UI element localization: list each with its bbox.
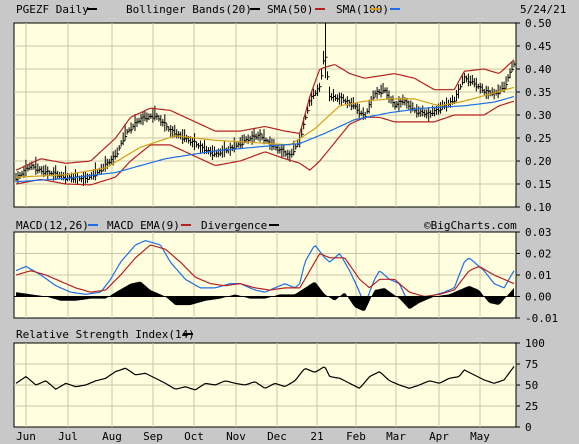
y-tick-label: 0.00 [525,291,552,304]
x-tick-label: Aug [102,430,122,443]
rsi-panel: 100 75 50 25 0 Relative Strength Index(14) [13,328,545,434]
y-tick-label: -0.01 [525,312,558,325]
macd-y-ticks: 0.03 0.02 0.01 0.00 -0.01 [516,226,558,325]
rsi-y-ticks: 100 75 50 25 0 [516,337,545,434]
y-tick-label: 0.45 [525,40,552,53]
legend-rsi-label: Relative Strength Index(14) [16,328,195,341]
x-tick-label: May [470,430,490,443]
price-date-label: 5/24/21 [520,3,566,16]
legend-sma100-label: SMA(100) [336,3,389,16]
y-tick-label: 0.35 [525,86,552,99]
y-tick-label: 0.15 [525,178,552,191]
y-tick-label: 0.03 [525,226,552,239]
legend-sma50-label: SMA(50) [267,3,313,16]
series-line-rsi [15,366,515,391]
y-tick-label: 50 [525,379,538,392]
x-tick-label: Oct [184,430,204,443]
price-series [15,23,516,187]
rsi-grid [14,343,516,427]
y-tick-label: 0.20 [525,155,552,168]
macd-panel: 0.03 0.02 0.01 0.00 -0.01 MACD(12,26) MACD E… [13,219,558,325]
legend-macd-label: MACD(12,26) [16,219,89,232]
y-tick-label: 0 [525,421,532,434]
x-tick-label: 21 [310,430,323,443]
macd-series [14,240,516,311]
x-tick-label: Sep [143,430,163,443]
series-line-signal [15,244,515,298]
price-y-ticks: 0.50 0.45 0.40 0.35 0.30 0.25 0.20 0.15 0.10 [516,17,552,214]
price-ticker-label: PGEZF Daily [16,3,89,16]
y-tick-label: 0.50 [525,17,552,30]
y-tick-label: 0.10 [525,201,552,214]
divergence-histogram [16,281,514,311]
series-line-bb_upper [15,59,515,171]
x-tick-label: Feb [346,430,366,443]
x-tick-label: Dec [267,430,287,443]
legend-bollinger-label: Bollinger Bands(20) [126,3,252,16]
bigcharts-watermark: ©BigCharts.com [424,219,517,232]
y-tick-label: 0.02 [525,248,552,261]
series-line-sma100 [15,96,515,183]
y-tick-label: 0.01 [525,269,552,282]
x-tick-label: Nov [226,430,246,443]
x-tick-label: Mar [386,430,406,443]
y-tick-label: 25 [525,400,538,413]
x-tick-label: Apr [429,430,449,443]
x-tick-label: Jul [58,430,78,443]
legend-divergence-label: Divergence [201,219,267,232]
y-tick-label: 75 [525,358,538,371]
series-line-bb_lower [15,100,515,186]
rsi-series [15,366,515,391]
y-tick-label: 0.25 [525,132,552,145]
series-line-sma50 [15,86,515,178]
y-tick-label: 0.40 [525,63,552,76]
y-tick-label: 100 [525,337,545,350]
x-axis-labels: Jun Jul Aug Sep Oct Nov Dec 21 Feb Mar Apr May [16,430,490,443]
price-panel: 0.50 0.45 0.40 0.35 0.30 0.25 0.20 0.15 0.10 PGE… [13,3,566,214]
y-tick-label: 0.30 [525,109,552,122]
legend-macd-ema-label: MACD EMA(9) [107,219,180,232]
x-tick-label: Jun [16,430,36,443]
